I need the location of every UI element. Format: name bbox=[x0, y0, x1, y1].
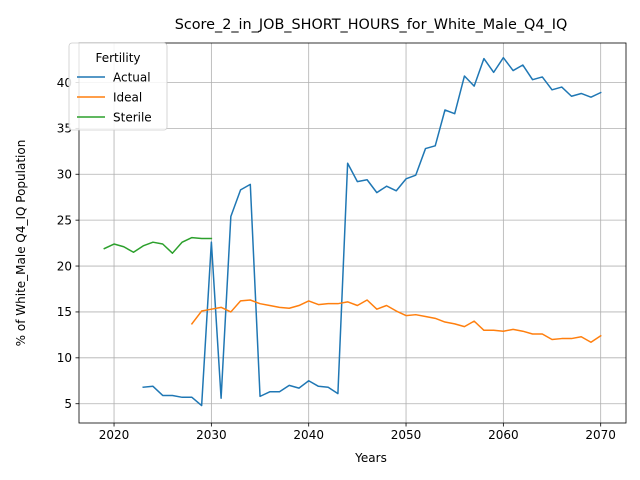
chart-title: Score_2_in_JOB_SHORT_HOURS_for_White_Mal… bbox=[175, 17, 568, 33]
x-tick-label: 2070 bbox=[585, 428, 616, 442]
y-tick-label: 20 bbox=[57, 259, 72, 273]
legend: Fertility Actual Ideal Sterile bbox=[68, 42, 168, 131]
y-axis-ticks: 5 10 15 20 25 30 35 40 bbox=[57, 76, 79, 411]
axes-frame bbox=[78, 42, 627, 424]
x-axis-ticks: 2020 2030 2040 2050 2060 2070 bbox=[99, 423, 616, 442]
legend-label-ideal: Ideal bbox=[113, 90, 142, 104]
grid-lines bbox=[79, 43, 626, 423]
y-tick-label: 15 bbox=[57, 305, 72, 319]
legend-entries: Actual Ideal Sterile bbox=[77, 70, 152, 124]
legend-frame bbox=[68, 42, 168, 131]
series-line-actual bbox=[142, 56, 602, 407]
series-line-sterile bbox=[103, 236, 213, 254]
y-tick-label: 25 bbox=[57, 213, 72, 227]
y-tick-label: 35 bbox=[57, 122, 72, 136]
x-tick-label: 2050 bbox=[391, 428, 422, 442]
legend-label-actual: Actual bbox=[113, 70, 151, 84]
legend-label-sterile: Sterile bbox=[113, 110, 152, 124]
y-tick-label: 5 bbox=[64, 397, 72, 411]
y-tick-label: 10 bbox=[57, 351, 72, 365]
y-axis-label: % of White_Male Q4_IQ Population bbox=[14, 140, 28, 347]
x-axis-label: Years bbox=[354, 451, 387, 465]
y-tick-label: 40 bbox=[57, 76, 72, 90]
y-tick-label: 30 bbox=[57, 168, 72, 182]
x-tick-label: 2030 bbox=[196, 428, 227, 442]
x-tick-label: 2020 bbox=[99, 428, 130, 442]
x-tick-label: 2040 bbox=[293, 428, 324, 442]
legend-title: Fertility bbox=[95, 51, 140, 65]
x-tick-label: 2060 bbox=[488, 428, 519, 442]
series-line-ideal bbox=[190, 299, 602, 343]
series-lines bbox=[103, 56, 602, 407]
